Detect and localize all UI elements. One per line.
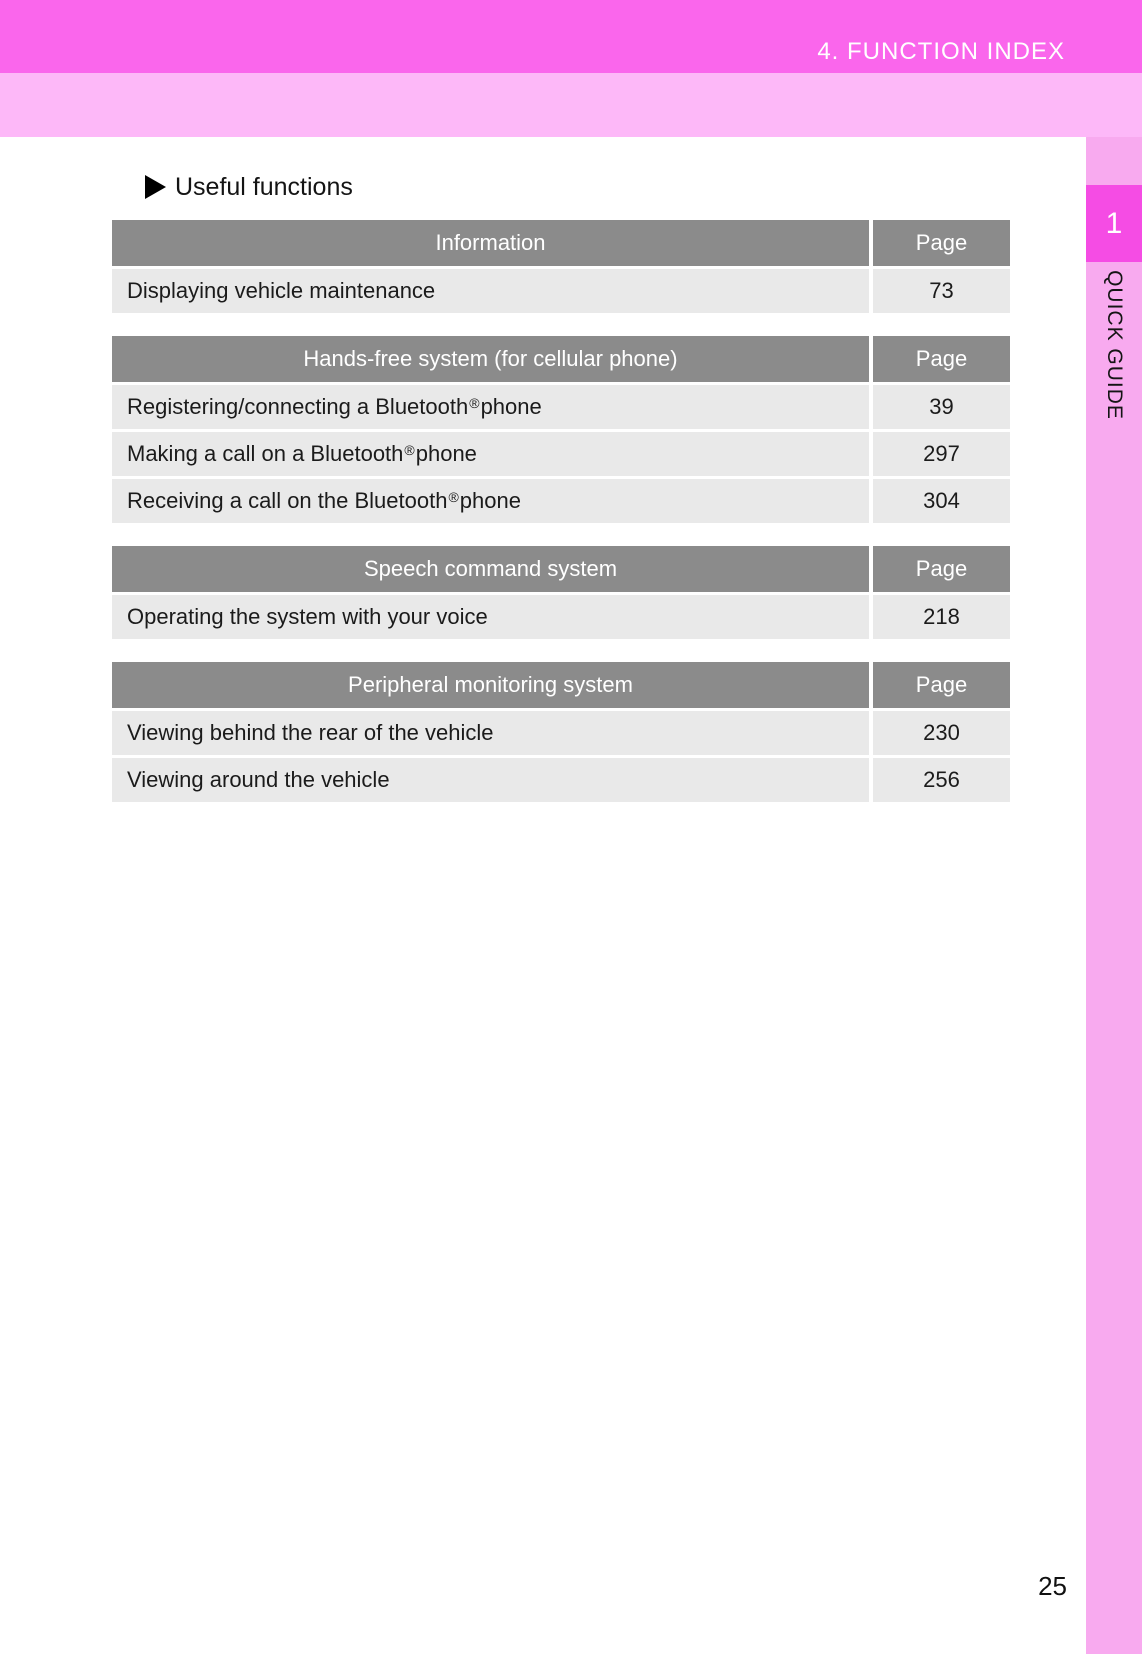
function-table: Speech command system Page Operating the s… bbox=[112, 546, 1010, 639]
function-table: Information Page Displaying vehicle mainte… bbox=[112, 220, 1010, 313]
table-header-page: Page bbox=[873, 546, 1010, 592]
table-row: Viewing behind the rear of the vehicle 23… bbox=[112, 711, 1010, 755]
section-heading: Useful functions bbox=[145, 172, 1010, 202]
row-label: Viewing behind the rear of the vehicle bbox=[112, 711, 869, 755]
table-header-title: Speech command system bbox=[112, 546, 869, 592]
row-page-number: 256 bbox=[873, 758, 1010, 802]
section-heading-text: Useful functions bbox=[175, 172, 353, 201]
chapter-tab: 1 bbox=[1086, 185, 1142, 262]
subheader-band bbox=[0, 73, 1142, 137]
table-row: Receiving a call on the Bluetooth ® phone… bbox=[112, 479, 1010, 523]
row-page-number: 218 bbox=[873, 595, 1010, 639]
row-page-number: 297 bbox=[873, 432, 1010, 476]
table-row: Making a call on a Bluetooth ® phone 297 bbox=[112, 432, 1010, 476]
table-header-row: Speech command system Page bbox=[112, 546, 1010, 592]
table-row: Viewing around the vehicle 256 bbox=[112, 758, 1010, 802]
function-table: Peripheral monitoring system Page Viewing … bbox=[112, 662, 1010, 802]
row-page-number: 304 bbox=[873, 479, 1010, 523]
table-header-title: Peripheral monitoring system bbox=[112, 662, 869, 708]
table-header-page: Page bbox=[873, 662, 1010, 708]
row-label: Displaying vehicle maintenance bbox=[112, 269, 869, 313]
table-row: Registering/connecting a Bluetooth ® phon… bbox=[112, 385, 1010, 429]
table-header-page: Page bbox=[873, 220, 1010, 266]
sidebar-vertical-label: QUICK GUIDE bbox=[1103, 270, 1126, 420]
page-number: 25 bbox=[1038, 1571, 1067, 1601]
table-header-row: Peripheral monitoring system Page bbox=[112, 662, 1010, 708]
table-row: Operating the system with your voice 218 bbox=[112, 595, 1010, 639]
page-header-band: 4. FUNCTION INDEX bbox=[0, 0, 1142, 73]
table-header-page: Page bbox=[873, 336, 1010, 382]
chapter-tab-number: 1 bbox=[1105, 206, 1123, 240]
row-label: Registering/connecting a Bluetooth ® phon… bbox=[112, 385, 869, 429]
table-header-title: Hands-free system (for cellular phone) bbox=[112, 336, 869, 382]
page-header-title: 4. FUNCTION INDEX bbox=[817, 38, 1065, 65]
main-content: Useful functions Information Page Displayi… bbox=[112, 172, 1010, 825]
row-label: Viewing around the vehicle bbox=[112, 758, 869, 802]
table-row: Displaying vehicle maintenance 73 bbox=[112, 269, 1010, 313]
table-header-row: Information Page bbox=[112, 220, 1010, 266]
row-label: Operating the system with your voice bbox=[112, 595, 869, 639]
table-header-title: Information bbox=[112, 220, 869, 266]
row-label: Receiving a call on the Bluetooth ® phone bbox=[112, 479, 869, 523]
function-table: Hands-free system (for cellular phone) Pa… bbox=[112, 336, 1010, 523]
right-triangle-icon bbox=[145, 175, 166, 199]
row-page-number: 230 bbox=[873, 711, 1010, 755]
row-page-number: 73 bbox=[873, 269, 1010, 313]
quick-guide-sidebar: 1 QUICK GUIDE bbox=[1086, 137, 1142, 1654]
row-label: Making a call on a Bluetooth ® phone bbox=[112, 432, 869, 476]
row-page-number: 39 bbox=[873, 385, 1010, 429]
table-header-row: Hands-free system (for cellular phone) Pa… bbox=[112, 336, 1010, 382]
function-tables: Information Page Displaying vehicle mainte… bbox=[112, 220, 1010, 802]
